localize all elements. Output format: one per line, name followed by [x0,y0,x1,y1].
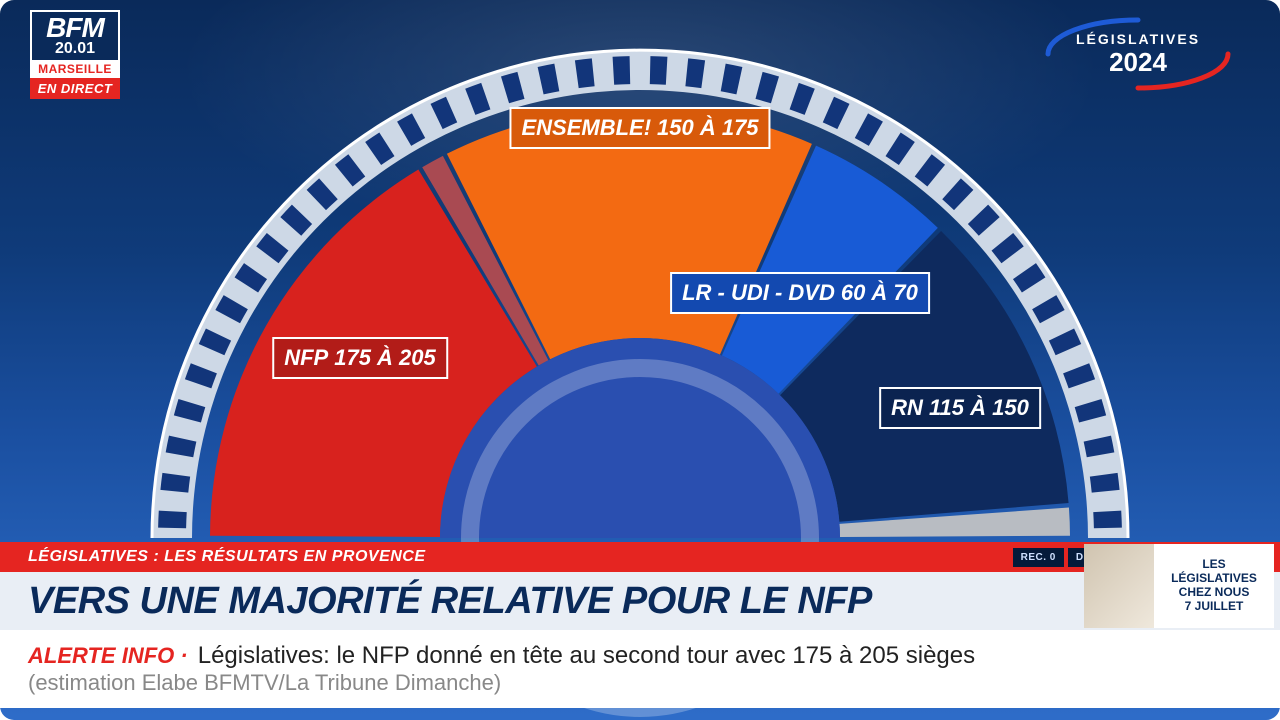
ticker-alert: ALERTE INFO · [28,643,188,669]
promo-line2: CHEZ NOUS [1179,586,1250,600]
live-tag: EN DIRECT [30,78,120,99]
mini-counter: REC. 0 [1013,548,1064,567]
ticker-strip: ALERTE INFO · Législatives: le NFP donné… [0,630,1280,708]
ticker-body-1: Législatives: le NFP donné en tête au se… [198,642,975,670]
headline-text: VERS UNE MAJORITÉ RELATIVE POUR LE NFP [28,580,872,623]
live-block: MARSEILLE EN DIRECT [30,60,120,99]
seat-label-rn: RN115 À 150 [879,387,1041,429]
ticker-source: (estimation Elabe BFMTV/La Tribune Diman… [28,670,501,696]
channel-logo: BFM 20.01 [30,10,120,60]
seat-label-ensemble: ENSEMBLE!150 À 175 [509,107,770,149]
event-badge-line2: 2024 [1109,47,1167,78]
channel-block: BFM 20.01 MARSEILLE EN DIRECT [30,10,120,99]
hemicycle-chart: NFP175 À 205 ENSEMBLE!150 À 175 LR - UDI -… [140,38,1140,538]
event-badge-line1: LÉGISLATIVES [1076,31,1200,47]
broadcast-frame: BFM 20.01 MARSEILLE EN DIRECT LÉGISLATIV… [0,0,1280,720]
channel-name: BFM [32,16,118,40]
promo-text: LES LÉGISLATIVES CHEZ NOUS 7 JUILLET [1154,544,1274,628]
live-city: MARSEILLE [30,60,120,78]
promo-line1: LES LÉGISLATIVES [1158,558,1270,586]
context-text: LÉGISLATIVES : LES RÉSULTATS EN PROVENCE [28,548,426,566]
promo-thumbnail [1084,544,1154,628]
seat-label-lr: LR - UDI - DVD60 À 70 [670,272,930,314]
broadcast-clock: 20.01 [32,40,118,58]
seat-label-nfp: NFP175 À 205 [272,337,448,379]
promo-box: LES LÉGISLATIVES CHEZ NOUS 7 JUILLET [1084,544,1274,628]
promo-line3: 7 JUILLET [1185,600,1244,614]
